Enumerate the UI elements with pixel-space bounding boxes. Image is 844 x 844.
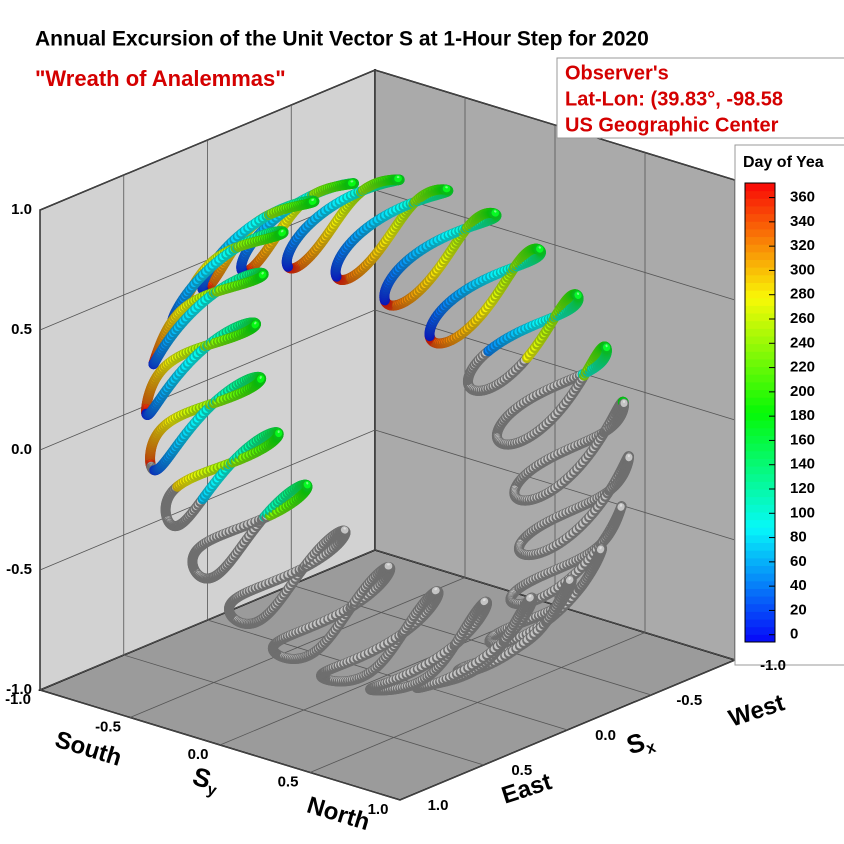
grid-line — [399, 659, 736, 801]
grid-line — [39, 69, 376, 211]
grid-line — [374, 69, 736, 181]
grid-line — [129, 577, 466, 718]
grid-line — [309, 632, 646, 773]
plot-3d — [37, 68, 738, 801]
grid-line — [374, 189, 736, 301]
grid-line — [39, 549, 376, 691]
grid-line — [39, 309, 376, 451]
